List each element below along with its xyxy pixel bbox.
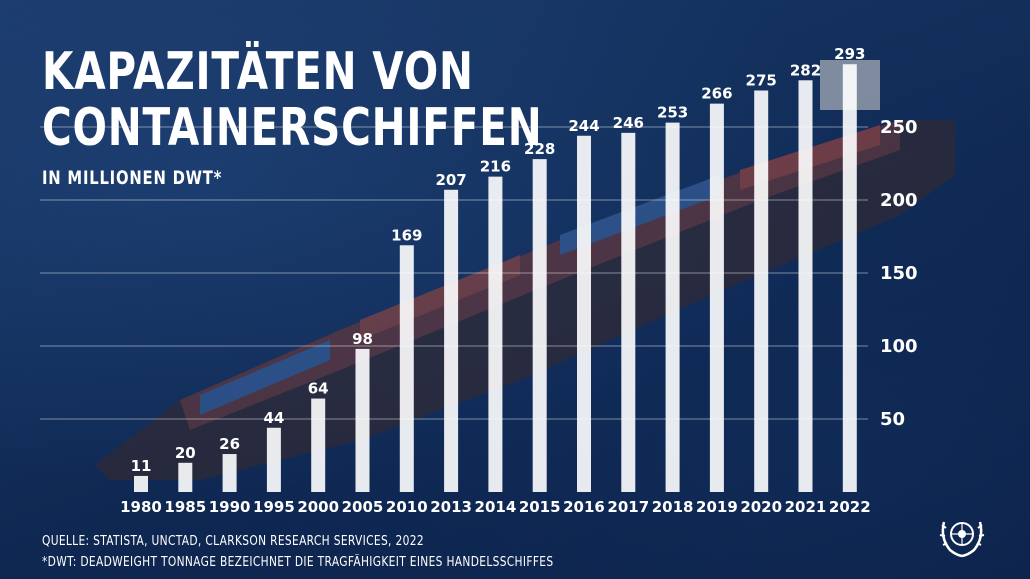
bar [754,90,769,492]
chart-subtitle: IN MILLIONEN DWT* [42,167,223,189]
data-label: 244 [568,117,599,135]
bar [444,189,459,492]
bar [311,398,326,492]
data-label: 44 [263,409,284,427]
y-tick-label: 250 [880,117,918,138]
data-label: 207 [435,171,466,189]
bar [709,103,724,492]
bar [842,64,857,492]
bar [355,348,370,492]
x-tick-label: 2013 [430,498,472,516]
data-label: 20 [175,444,196,462]
chart-title-line1: KAPAZITÄTEN VON [42,42,474,102]
x-tick-label: 2015 [519,498,561,516]
x-tick-label: 2018 [652,498,694,516]
y-tick-label: 100 [880,336,918,357]
bar [178,462,193,492]
bar [266,427,281,492]
bar [798,80,813,492]
data-label: 246 [613,114,644,132]
x-tick-label: 2000 [297,498,339,516]
x-tick-label: 2014 [475,498,517,516]
x-tick-label: 1990 [209,498,251,516]
y-tick-label: 150 [880,263,918,284]
data-label: 253 [657,104,688,122]
chart-title-line2: CONTAINERSCHIFFEN [42,98,543,158]
dwt-footnote: *DWT: DEADWEIGHT TONNAGE BEZEICHNET DIE … [42,555,554,570]
x-tick-label: 2021 [785,498,827,516]
y-tick-label: 200 [880,190,918,211]
bar [621,132,636,492]
x-tick-label: 2010 [386,498,428,516]
bar [488,176,503,492]
data-label: 26 [219,435,240,453]
bar [577,135,591,492]
data-label: 64 [308,380,329,398]
bar [532,159,547,492]
x-tick-label: 1980 [120,498,162,516]
x-tick-label: 2019 [696,498,738,516]
source-note: QUELLE: STATISTA, UNCTAD, CLARKSON RESEA… [42,534,424,549]
data-label: 275 [746,72,777,90]
data-label: 11 [131,457,152,475]
x-tick-label: 1985 [164,498,206,516]
data-label: 282 [790,61,821,79]
data-label: 216 [480,158,511,176]
data-label: 98 [352,330,373,348]
data-label: 228 [524,140,555,158]
data-label: 293 [834,45,865,63]
un-emblem-icon [939,521,985,558]
bar [665,122,680,493]
x-tick-label: 2020 [740,498,782,516]
data-label: 169 [391,226,422,244]
x-tick-label: 2005 [342,498,384,516]
bar [222,454,237,492]
data-label: 266 [701,85,732,103]
x-tick-label: 1995 [253,498,295,516]
y-tick-label: 50 [880,409,905,430]
bar [399,245,414,492]
x-tick-label: 2016 [563,498,605,516]
x-tick-label: 2022 [829,498,871,516]
x-tick-label: 2017 [607,498,649,516]
bar [134,475,148,492]
